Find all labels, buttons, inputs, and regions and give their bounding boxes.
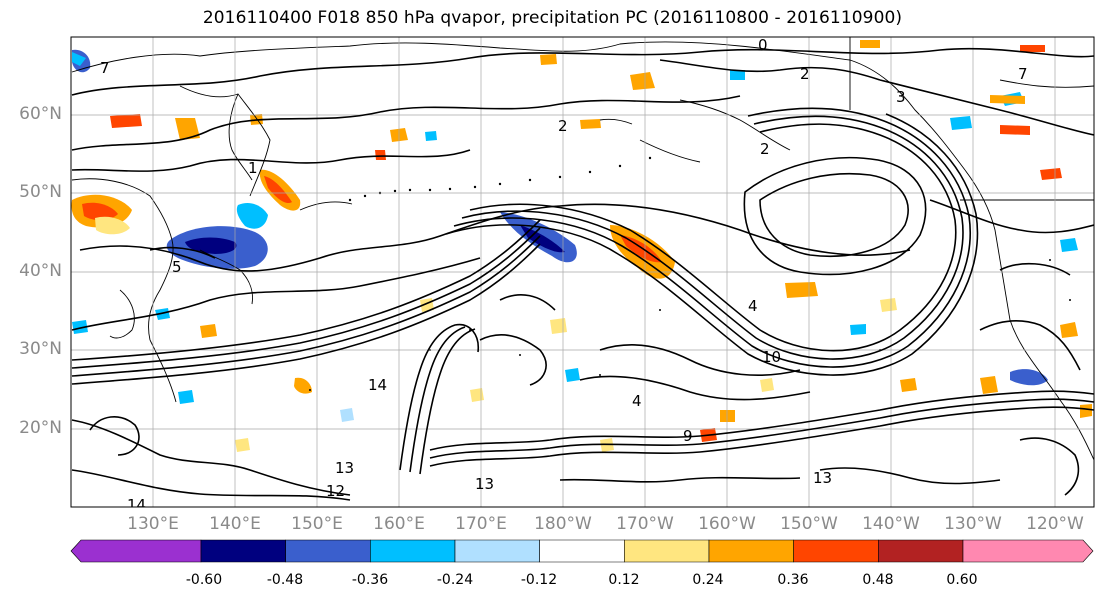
coastlines [71, 37, 1094, 461]
colorbar-segment [200, 539, 286, 563]
colorbar-label: -0.36 [351, 572, 389, 588]
contour-label: 4 [748, 297, 758, 315]
colorbar-label: 0.36 [777, 572, 809, 588]
colorbar-label: 0.60 [946, 572, 978, 588]
contour-label: 1 [248, 159, 258, 177]
lon-label-140w: 140°W [862, 514, 920, 534]
colorbar-segment [878, 539, 964, 563]
contour-label: 12 [326, 482, 345, 500]
lon-label-170e: 170°E [455, 514, 507, 534]
qvapor-contours [71, 47, 1094, 501]
contour-label: 2 [800, 65, 810, 83]
lon-label-170w: 170°W [616, 514, 674, 534]
contour-label: 13 [475, 475, 494, 493]
contour-label: 4 [632, 392, 642, 410]
lon-label-180w: 180°W [534, 514, 592, 534]
lon-label-120w: 120°W [1026, 514, 1084, 534]
colorbar-label: 0.48 [862, 572, 894, 588]
colorbar-segment [454, 539, 540, 563]
lon-label-150w: 150°W [780, 514, 838, 534]
colorbar-label: 0.12 [608, 572, 640, 588]
lat-label-60n: 60°N [19, 104, 62, 124]
colorbar-segment [793, 539, 879, 563]
colorbar-segment [539, 539, 625, 563]
colorbar-segment [285, 539, 371, 563]
colorbar-segment [624, 539, 710, 563]
lon-label-130w: 130°W [944, 514, 1002, 534]
contour-label: 2 [760, 140, 770, 158]
map-frame [70, 36, 1095, 508]
colorbar-label: -0.24 [436, 572, 474, 588]
contour-label: 2 [558, 117, 568, 135]
lon-label-160e: 160°E [373, 514, 425, 534]
contour-label: 0 [758, 36, 768, 54]
contour-label: 3 [896, 88, 906, 106]
lon-label-130e: 130°E [127, 514, 179, 534]
lat-label-50n: 50°N [19, 182, 62, 202]
figure-title: 2016110400 F018 850 hPa qvapor, precipit… [202, 8, 903, 28]
contour-label: 13 [335, 459, 354, 477]
lat-label-20n: 20°N [19, 418, 62, 438]
colorbar-segment [70, 539, 202, 563]
contour-label: 10 [762, 348, 781, 366]
contour-label: 14 [368, 376, 387, 394]
contour-label: 7 [100, 59, 110, 77]
contour-label: 5 [172, 258, 182, 276]
colorbar-segment [370, 539, 456, 563]
colorbar-segment [962, 539, 1094, 563]
colorbar-label: -0.48 [266, 572, 304, 588]
lat-label-30n: 30°N [19, 339, 62, 359]
colorbar-label: 0.24 [692, 572, 724, 588]
lon-label-160w: 160°W [698, 514, 756, 534]
lon-label-140e: 140°E [209, 514, 261, 534]
contour-label: 7 [1018, 65, 1028, 83]
contour-label: 9 [683, 427, 693, 445]
colorbar-label: -0.60 [185, 572, 223, 588]
colorbar-label: -0.12 [520, 572, 558, 588]
lon-label-150e: 150°E [291, 514, 343, 534]
contour-labels: 0 1 2 2 2 3 4 4 5 7 7 9 10 12 13 13 13 1… [100, 36, 1028, 514]
colorbar-segment [708, 539, 794, 563]
colorbar [70, 539, 1094, 563]
lat-label-40n: 40°N [19, 261, 62, 281]
contour-label: 13 [813, 469, 832, 487]
contour-label: 14 [127, 496, 146, 514]
